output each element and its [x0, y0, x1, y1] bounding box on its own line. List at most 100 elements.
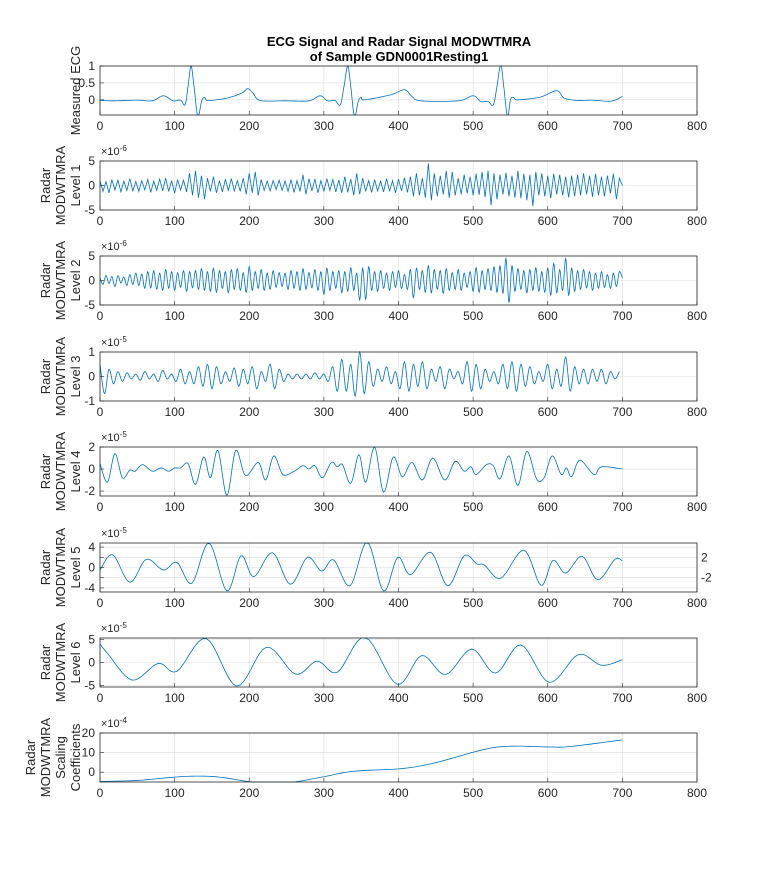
y-tick-label: 5 [88, 249, 95, 263]
y-axis-label: RadarMODWTMRAScalingCoefficients [23, 717, 83, 797]
x-tick-label: 400 [388, 500, 408, 514]
x-tick-label: 800 [687, 405, 707, 419]
x-tick-label: 500 [463, 786, 483, 800]
y-tick-label: 0 [88, 274, 95, 288]
x-tick-label: 100 [165, 691, 185, 705]
y-axis-label: RadarMODWTMRALevel 2 [38, 240, 83, 320]
y-tick-label: 5 [88, 632, 95, 646]
x-tick-label: 800 [687, 691, 707, 705]
x-tick-label: 700 [612, 596, 632, 610]
y-tick-label: 5 [88, 154, 95, 168]
subplot-6: 0 100 200 300 400 500 600 700 800-4-2024×10-5Rad… [38, 526, 712, 610]
y-axis-label-line: Radar [38, 358, 53, 394]
x-tick-label: 800 [687, 500, 707, 514]
x-tick-label: 100 [165, 500, 185, 514]
x-tick-label: 0 [97, 786, 104, 800]
exponent-value: -5 [120, 430, 128, 439]
x-tick-label: 700 [612, 786, 632, 800]
y-tick-label: 0 [88, 93, 95, 107]
y-tick-label: -5 [84, 203, 95, 217]
x-tick-label: 200 [239, 119, 259, 133]
y-axis-label-line: Level 5 [68, 547, 83, 589]
x-tick-label: 500 [463, 405, 483, 419]
x-tick-label: 0 [97, 214, 104, 228]
x-tick-label: 300 [314, 691, 334, 705]
y-axis-label-line: Coefficients [68, 723, 83, 791]
subplot-3: 0 100 200 300 400 500 600 700 800-505×10-6RadarM… [38, 239, 707, 323]
y-axis-label-line: MODWTMRA [53, 336, 68, 416]
y-axis-label-line: MODWTMRA [53, 145, 68, 225]
data-line [99, 446, 623, 497]
subplot-2: 0 100 200 300 400 500 600 700 800-505×10-6RadarM… [38, 144, 707, 228]
exponent-value: -4 [120, 716, 128, 725]
x-tick-label: 600 [538, 786, 558, 800]
y-tick-label: 0.5 [78, 76, 95, 90]
exponent-value: -6 [120, 239, 128, 248]
data-line [99, 739, 623, 783]
x-tick-label: 700 [612, 405, 632, 419]
y-axis-label: RadarMODWTMRALevel 4 [38, 431, 83, 511]
x-tick-label: 100 [165, 119, 185, 133]
exponent-value: -5 [120, 621, 128, 630]
x-tick-label: 0 [97, 405, 104, 419]
x-tick-label: 400 [388, 119, 408, 133]
y-tick-label: -5 [84, 679, 95, 693]
y-tick-label: 0 [88, 656, 95, 670]
y-tick-label: -2 [701, 571, 712, 585]
subplot-5: 0 100 200 300 400 500 600 700 800-202×10-5RadarM… [38, 430, 707, 514]
x-tick-label: 400 [388, 214, 408, 228]
data-line [99, 65, 623, 116]
data-line [99, 163, 623, 207]
data-line [99, 637, 623, 687]
y-axis-label-line: Radar [23, 739, 38, 775]
y-tick-label: -4 [84, 581, 95, 595]
x-tick-label: 600 [538, 500, 558, 514]
x-tick-label: 100 [165, 214, 185, 228]
x-tick-label: 300 [314, 119, 334, 133]
y-axis-label-line: MODWTMRA [53, 622, 68, 702]
y-axis-label-line: Level 2 [68, 260, 83, 302]
y-tick-label: 1 [88, 59, 95, 73]
x-tick-label: 500 [463, 119, 483, 133]
y-axis-label-line: Level 4 [68, 451, 83, 493]
x-tick-label: 300 [314, 500, 334, 514]
x-tick-label: 600 [538, 119, 558, 133]
x-tick-label: 300 [314, 309, 334, 323]
x-tick-label: 500 [463, 500, 483, 514]
x-tick-label: 700 [612, 119, 632, 133]
y-tick-label: 0 [88, 561, 95, 575]
x-tick-label: 500 [463, 596, 483, 610]
y-tick-label: 2 [701, 550, 708, 564]
y-tick-label: 4 [88, 540, 95, 554]
x-tick-label: 500 [463, 214, 483, 228]
x-tick-label: 600 [538, 405, 558, 419]
y-tick-label: -5 [84, 298, 95, 312]
y-axis-label-line: Level 1 [68, 165, 83, 207]
x-tick-label: 300 [314, 596, 334, 610]
y-axis-label: Measured ECG [68, 46, 83, 136]
y-tick-label: -2 [84, 484, 95, 498]
x-tick-label: 100 [165, 596, 185, 610]
x-tick-label: 200 [239, 596, 259, 610]
y-axis-label-line: MODWTMRA [53, 527, 68, 607]
exponent-value: -6 [120, 144, 128, 153]
y-tick-label: -1 [84, 394, 95, 408]
x-tick-label: 600 [538, 309, 558, 323]
x-tick-label: 200 [239, 500, 259, 514]
y-axis-label-line: Scaling [53, 736, 68, 779]
x-tick-label: 800 [687, 309, 707, 323]
x-tick-label: 0 [97, 119, 104, 133]
x-tick-label: 700 [612, 309, 632, 323]
y-tick-label: 10 [82, 746, 96, 760]
y-axis-label-line: Radar [38, 644, 53, 680]
x-tick-label: 200 [239, 214, 259, 228]
exponent-value: -5 [120, 335, 128, 344]
x-tick-label: 800 [687, 214, 707, 228]
chart-title-line1: ECG Signal and Radar Signal MODWTMRA [267, 34, 532, 49]
y-axis-label-line: Level 6 [68, 642, 83, 684]
y-axis-label: RadarMODWTMRALevel 3 [38, 336, 83, 416]
x-tick-label: 100 [165, 405, 185, 419]
y-axis-label-line: MODWTMRA [53, 240, 68, 320]
x-tick-label: 200 [239, 786, 259, 800]
y-axis-label-line: Radar [38, 262, 53, 298]
